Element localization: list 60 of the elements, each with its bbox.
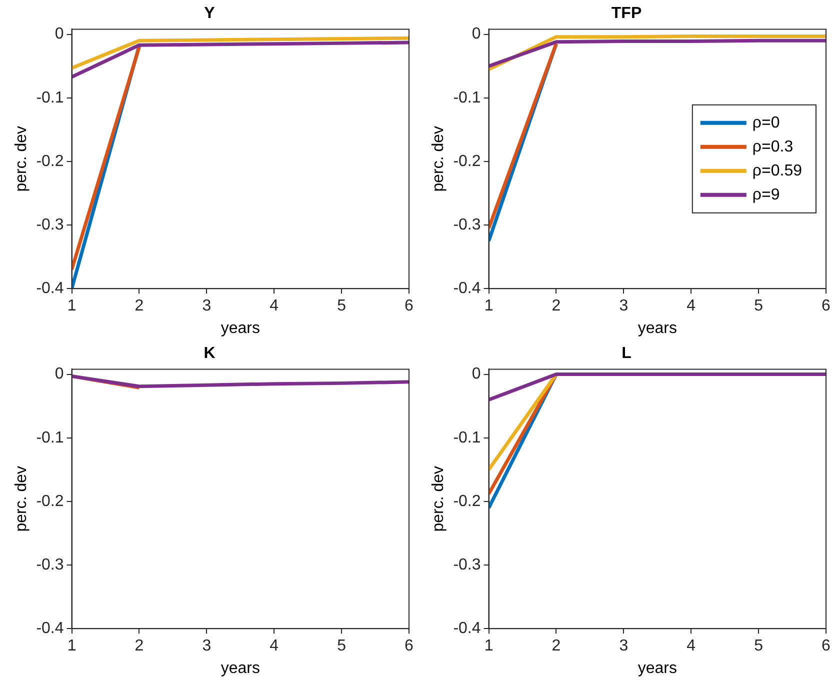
x-tick-label: 2 xyxy=(552,638,561,655)
x-tick-label: 5 xyxy=(337,298,346,315)
y-tick-label: -0.4 xyxy=(36,280,64,298)
y-tick-label: -0.2 xyxy=(36,152,64,170)
x-tick-label: 4 xyxy=(270,298,279,315)
chart-title: Y xyxy=(204,5,216,22)
y-tick-label: -0.4 xyxy=(453,280,481,298)
x-tick-label: 1 xyxy=(67,298,76,315)
x-tick-label: 1 xyxy=(484,298,494,315)
x-tick-label: 4 xyxy=(686,298,696,315)
y-axis-title: perc. dev xyxy=(13,126,30,192)
y-tick-label: -0.3 xyxy=(453,556,481,574)
chart-title: L xyxy=(622,345,632,362)
y-tick-label: -0.4 xyxy=(36,620,64,638)
y-axis-title: perc. dev xyxy=(13,466,30,532)
y-tick-label: -0.1 xyxy=(36,429,64,446)
legend-label: ρ=0.59 xyxy=(752,162,802,180)
x-tick-label: 5 xyxy=(337,638,346,655)
chart-title: K xyxy=(204,345,216,362)
y-tick-label: -0.1 xyxy=(36,89,64,106)
x-tick-label: 2 xyxy=(134,638,144,655)
y-tick-label: -0.4 xyxy=(453,620,481,638)
y-tick-label: 0 xyxy=(54,26,64,43)
y-axis-title: perc. dev xyxy=(430,466,448,532)
x-tick-label: 6 xyxy=(404,298,414,315)
x-tick-label: 3 xyxy=(619,638,628,655)
y-tick-label: -0.2 xyxy=(453,152,481,170)
y-tick-label: -0.1 xyxy=(453,429,481,446)
x-tick-label: 3 xyxy=(202,298,212,315)
x-axis-title: years xyxy=(220,660,260,677)
legend-label: ρ=0 xyxy=(752,114,780,132)
x-tick-label: 2 xyxy=(552,298,561,315)
x-tick-label: 6 xyxy=(822,298,831,315)
chart-title: TFP xyxy=(611,5,642,22)
y-tick-label: 0 xyxy=(472,26,481,43)
x-tick-label: 1 xyxy=(484,638,494,655)
x-tick-label: 3 xyxy=(619,298,628,315)
y-tick-label: -0.2 xyxy=(453,492,481,510)
y-tick-label: -0.2 xyxy=(36,492,64,510)
y-axis-title: perc. dev xyxy=(430,126,448,192)
x-tick-label: 5 xyxy=(754,298,764,315)
y-tick-label: -0.3 xyxy=(36,556,64,574)
y-tick-label: -0.3 xyxy=(453,216,481,234)
legend-label: ρ=0.3 xyxy=(752,138,794,156)
x-tick-label: 5 xyxy=(754,638,764,655)
x-tick-label: 6 xyxy=(822,638,831,655)
y-tick-label: -0.1 xyxy=(453,89,481,106)
y-tick-label: 0 xyxy=(54,366,64,383)
x-tick-label: 6 xyxy=(404,638,414,655)
x-tick-label: 3 xyxy=(202,638,212,655)
x-axis-title: years xyxy=(638,320,677,337)
y-tick-label: -0.3 xyxy=(36,216,64,234)
x-tick-label: 4 xyxy=(270,638,279,655)
x-tick-label: 4 xyxy=(686,638,696,655)
x-axis-title: years xyxy=(638,660,677,677)
legend-label: ρ=9 xyxy=(752,186,780,204)
x-tick-label: 2 xyxy=(134,298,144,315)
x-axis-title: years xyxy=(220,320,260,337)
y-tick-label: 0 xyxy=(472,366,481,383)
x-tick-label: 1 xyxy=(67,638,76,655)
